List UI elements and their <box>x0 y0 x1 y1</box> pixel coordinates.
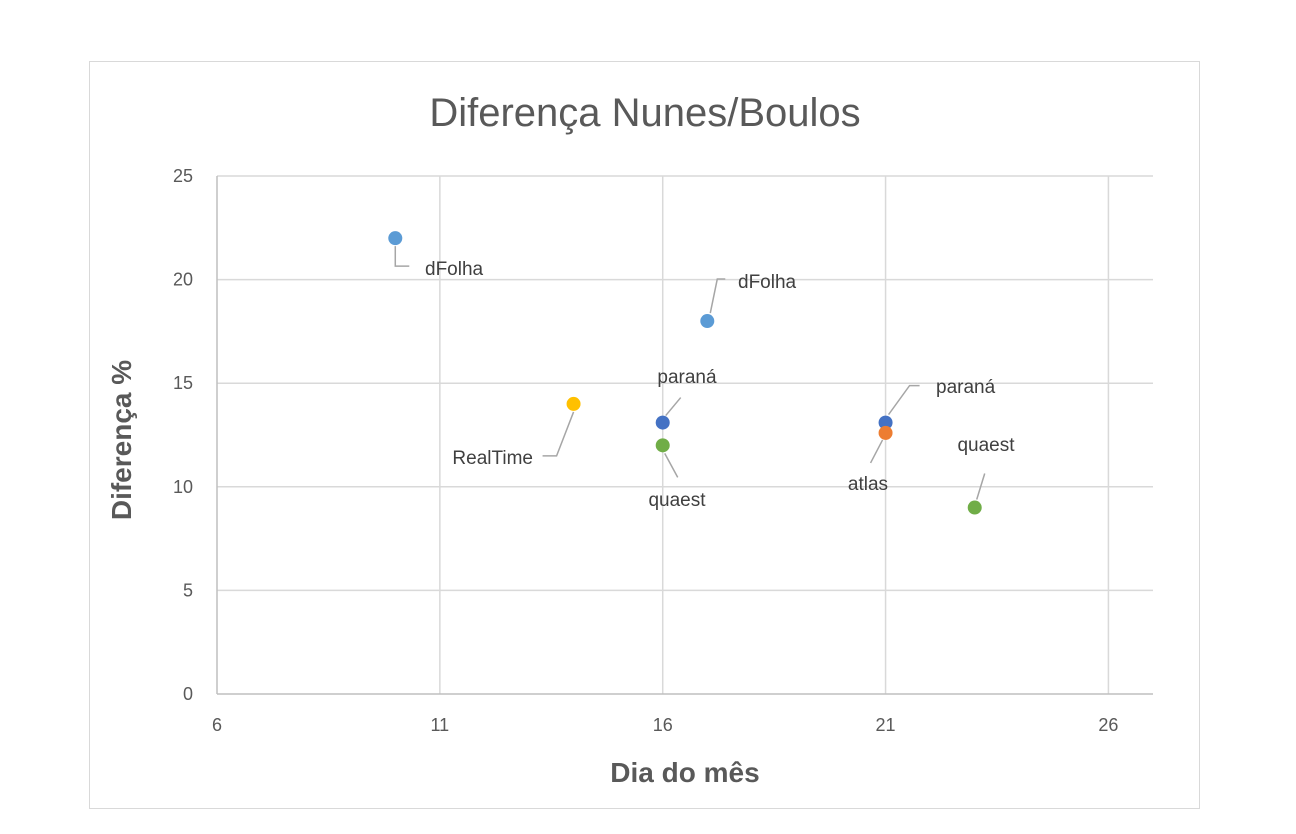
leader-line <box>975 473 986 500</box>
leader-line <box>665 397 682 417</box>
leader-line <box>709 278 726 314</box>
x-tick-label: 11 <box>431 715 450 735</box>
y-tick-label: 15 <box>173 373 193 393</box>
leader-line <box>887 384 920 416</box>
data-label: quaest <box>648 490 706 511</box>
data-point <box>878 425 893 440</box>
leader-line <box>869 439 884 464</box>
data-label: quaest <box>957 435 1015 456</box>
x-axis-title: Dia do mês <box>610 757 759 788</box>
data-points <box>388 231 982 515</box>
data-point <box>566 396 581 411</box>
data-label: dFolha <box>738 272 797 293</box>
data-point <box>700 314 715 329</box>
x-tick-label: 6 <box>212 715 222 735</box>
label-leader-lines <box>394 246 986 500</box>
leader-line <box>664 453 679 478</box>
x-tick-label: 21 <box>876 715 896 735</box>
data-point <box>878 415 893 430</box>
y-tick-label: 10 <box>173 477 193 497</box>
y-tick-label: 0 <box>183 684 193 704</box>
leader-line <box>394 246 410 267</box>
y-tick-label: 20 <box>173 270 193 290</box>
y-axis-title: Diferença % <box>106 360 137 520</box>
data-point <box>655 415 670 430</box>
data-label: paraná <box>657 367 717 388</box>
y-tick-label: 25 <box>173 166 193 186</box>
y-tick-label: 5 <box>183 580 193 600</box>
x-tick-label: 26 <box>1098 715 1118 735</box>
data-label: atlas <box>848 474 888 495</box>
x-tick-label: 16 <box>653 715 673 735</box>
data-label: paraná <box>936 377 996 398</box>
data-point <box>967 500 982 515</box>
data-label: dFolha <box>425 259 484 280</box>
chart-frame <box>89 61 1200 809</box>
grid <box>217 175 1153 694</box>
chart-title: Diferença Nunes/Boulos <box>429 91 860 135</box>
data-labels: dFolha dFolha RealTime paraná quaest paraná at… <box>425 259 1015 511</box>
data-point <box>388 231 403 246</box>
leader-line <box>542 411 575 457</box>
axes: 0 5 10 15 20 25 6 11 16 21 26 <box>173 166 1153 735</box>
data-point <box>655 438 670 453</box>
data-label: RealTime <box>452 448 533 469</box>
